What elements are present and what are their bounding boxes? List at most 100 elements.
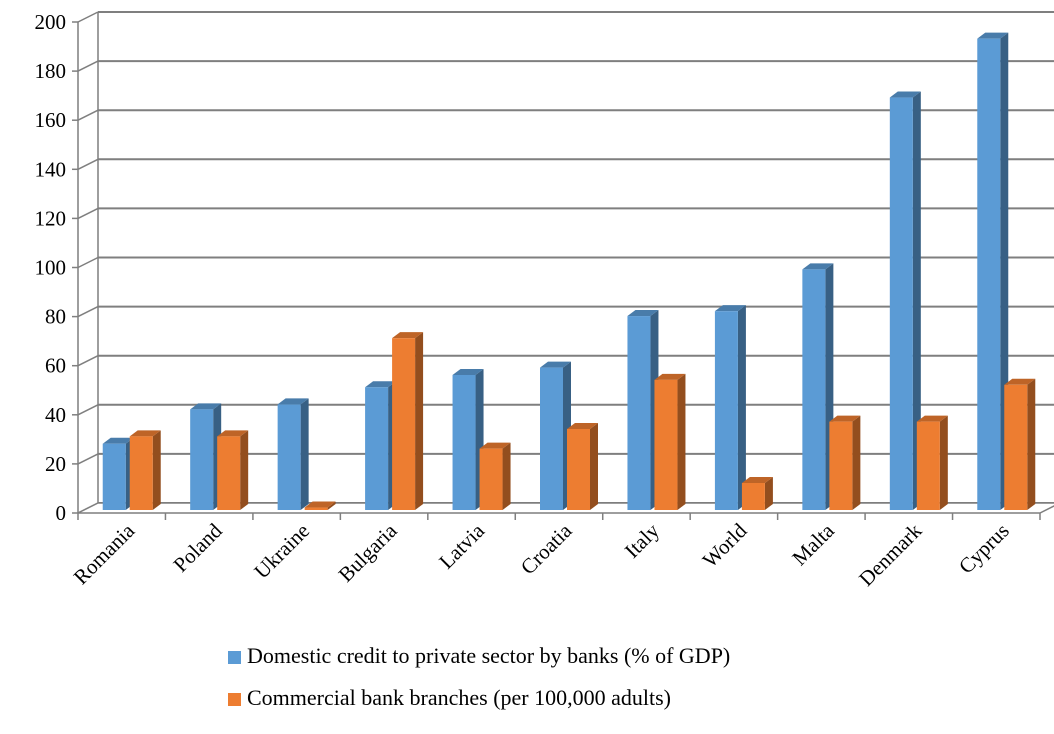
bar-side	[152, 430, 161, 510]
bar-side	[240, 430, 249, 510]
bar-bank-branches	[392, 332, 424, 510]
y-tick-label: 140	[35, 157, 67, 181]
y-tick-label: 200	[35, 10, 67, 34]
bar-top	[1004, 378, 1036, 385]
bar-side	[939, 415, 948, 510]
bar-bank-branches	[304, 501, 336, 510]
chart-area: 0 20 40 60 80 100 120 140 160 180 200 Romania Poland…	[35, 10, 1054, 591]
bar-top	[889, 91, 921, 98]
bar-domestic-credit	[365, 381, 397, 510]
bar-front	[304, 507, 328, 510]
bar-top	[190, 403, 222, 410]
x-tick-label: World	[698, 518, 752, 572]
bar-top	[365, 381, 397, 388]
bar-side	[912, 91, 921, 510]
bar-side	[590, 422, 598, 510]
bar-front	[567, 428, 590, 510]
gridline-depth	[77, 256, 99, 269]
bar-front	[741, 482, 765, 510]
bars	[102, 32, 1036, 510]
gridline-depth	[77, 453, 99, 465]
bar-top	[217, 430, 249, 437]
bar-front	[452, 374, 476, 510]
bar-front	[392, 338, 416, 510]
bar-top	[714, 305, 746, 312]
bar-front	[802, 269, 826, 510]
bar-top	[802, 263, 834, 270]
y-tick-label: 160	[35, 108, 67, 132]
bar-side	[300, 398, 309, 510]
bar-bank-branches	[129, 430, 161, 510]
y-tick-label: 60	[45, 354, 66, 378]
gridline-depth	[77, 207, 99, 220]
gridline-depth	[77, 11, 99, 23]
gridline-depth	[77, 109, 99, 121]
y-tick-label: 80	[45, 305, 66, 329]
gridline-depth	[77, 355, 99, 367]
x-tick-label: Latvia	[434, 518, 489, 573]
bar-side	[502, 442, 511, 510]
bar-front	[217, 436, 241, 510]
bar-domestic-credit	[627, 310, 659, 510]
legend-item-domestic-credit: Domestic credit to private sector by ban…	[228, 642, 1028, 670]
bar-chart: 0 20 40 60 80 100 120 140 160 180 200 Romania Poland…	[35, 10, 1054, 591]
bar-domestic-credit	[802, 263, 834, 510]
bar-domestic-credit	[714, 305, 746, 510]
gridline-depth	[77, 158, 99, 170]
bar-bank-branches	[829, 415, 861, 510]
bar-domestic-credit	[540, 361, 571, 510]
bar-top	[277, 398, 309, 405]
x-tick-label: Italy	[620, 518, 665, 563]
bar-side	[737, 305, 746, 510]
bar-top	[102, 437, 134, 444]
y-tick-label: 40	[45, 403, 66, 427]
bar-top	[654, 373, 686, 380]
bar-top	[540, 361, 571, 368]
bar-front	[102, 443, 126, 510]
bar-top	[741, 476, 773, 483]
bar-top	[567, 422, 598, 429]
x-tick-label: Denmark	[854, 518, 927, 591]
legend-swatch-domestic-credit	[228, 650, 241, 664]
bar-side	[415, 332, 424, 510]
bar-side	[1027, 378, 1036, 510]
bar-top	[304, 501, 336, 508]
bar-front	[627, 316, 651, 510]
bar-front	[365, 387, 389, 510]
bar-bank-branches	[741, 476, 773, 510]
bar-side	[327, 501, 336, 510]
x-tick-label: Ukraine	[249, 519, 314, 584]
x-tick-label: Croatia	[516, 518, 577, 579]
bar-bank-branches	[567, 422, 598, 510]
bar-bank-branches	[479, 442, 511, 510]
bar-domestic-credit	[277, 398, 309, 510]
legend-swatch-bank-branches	[228, 692, 241, 706]
bar-front	[654, 379, 678, 510]
bar-front	[479, 448, 503, 510]
bar-domestic-credit	[889, 91, 921, 510]
bar-front	[190, 409, 214, 510]
bar-side	[852, 415, 861, 510]
gridline-depth	[77, 60, 99, 72]
bar-top	[829, 415, 861, 422]
legend-label-bank-branches: Commercial bank branches (per 100,000 ad…	[247, 685, 671, 710]
y-tick-label: 20	[45, 452, 66, 476]
bar-bank-branches	[1004, 378, 1036, 510]
bar-front	[829, 421, 853, 510]
bar-domestic-credit	[452, 368, 484, 510]
bar-top	[452, 368, 484, 375]
x-tick-label: Poland	[168, 518, 227, 577]
bar-top	[392, 332, 424, 339]
x-tick-label: Malta	[787, 518, 839, 570]
bar-front	[889, 97, 913, 510]
bar-front	[977, 38, 1001, 510]
bar-domestic-credit	[977, 32, 1009, 510]
bar-top	[627, 310, 659, 317]
legend: Domestic credit to private sector by ban…	[228, 642, 1028, 726]
gridline-depth	[77, 404, 99, 416]
x-tick-label: Bulgaria	[334, 518, 403, 587]
bar-top	[129, 430, 161, 437]
bar-top	[916, 415, 948, 422]
bar-front	[916, 421, 940, 510]
legend-label-domestic-credit: Domestic credit to private sector by ban…	[247, 643, 731, 668]
